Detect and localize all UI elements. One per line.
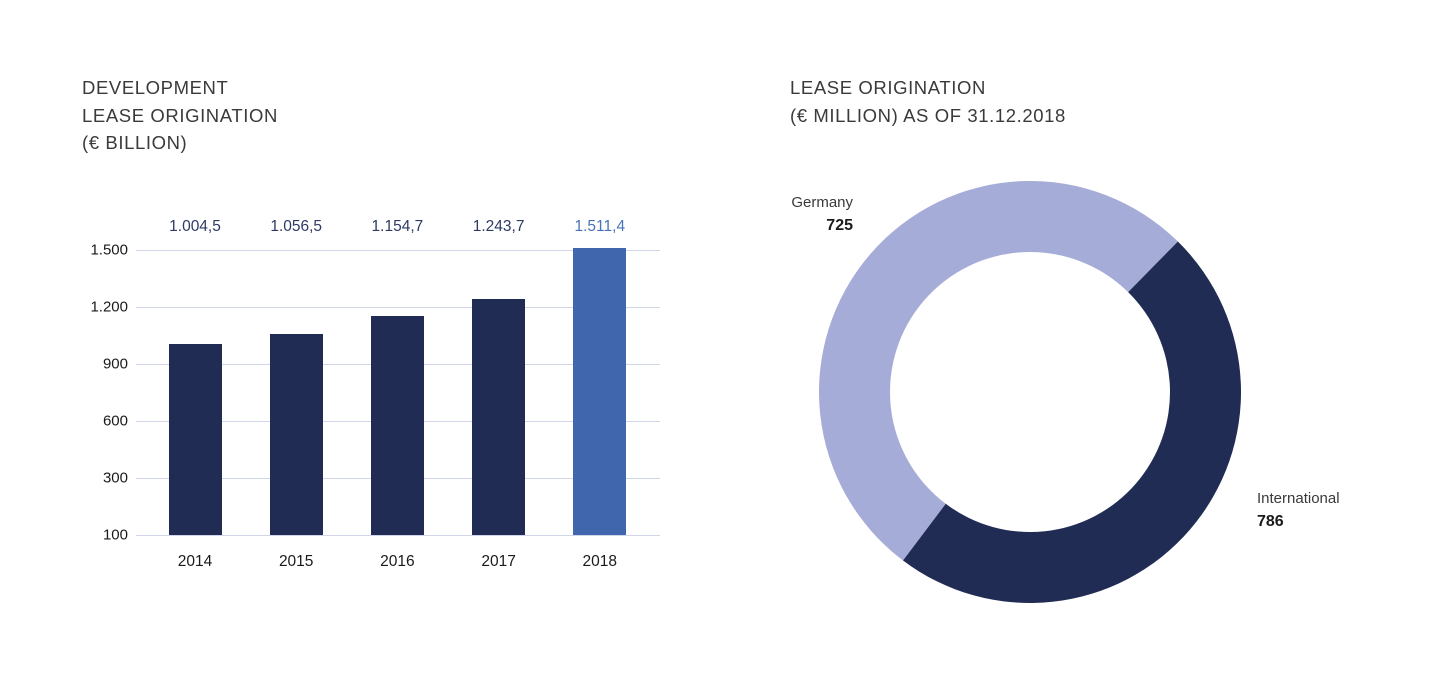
- gridline-1.200: [136, 307, 660, 308]
- donut-segment-germany: [819, 181, 1178, 561]
- bar-chart-title: DEVELOPMENT LEASE ORIGINATION (€ BILLION…: [82, 74, 278, 157]
- y-axis-tick-100: 100: [102, 526, 128, 544]
- bar-value-2018: 1.511,4: [574, 218, 626, 235]
- bar-value-2017: 1.243,7: [472, 218, 525, 235]
- donut-label-international-value: 786: [1257, 512, 1284, 530]
- bar-value-2014: 1.004,5: [169, 218, 221, 235]
- gridline-100: [136, 535, 660, 536]
- bar-value-2016: 1.154,7: [371, 218, 424, 235]
- donut-segment-international: [903, 241, 1241, 603]
- bar-chart-title-line-3: (€ BILLION): [82, 132, 188, 153]
- donut-label-germany: Germany 725: [713, 192, 853, 237]
- donut-label-germany-value: 725: [826, 216, 853, 234]
- y-axis-tick-600: 600: [102, 412, 128, 430]
- bar-2018: [573, 247, 627, 535]
- donut-chart-title-line-2: (€ MILLION) AS OF 31.12.2018: [790, 104, 1066, 126]
- gridline-1.500: [136, 250, 660, 251]
- bar-value-2015: 1.056,5: [270, 218, 323, 235]
- donut-chart-title: LEASE ORIGINATION (€ MILLION) AS OF 31.1…: [790, 74, 1066, 129]
- donut-chart: [819, 181, 1241, 603]
- y-axis-tick-300: 300: [102, 469, 128, 487]
- y-axis-tick-1.500: 1.500: [90, 241, 128, 259]
- bar-chart-title-line-2: LEASE ORIGINATION: [82, 104, 278, 126]
- bar-2014: [168, 344, 222, 535]
- bar-chart-title-line-1: DEVELOPMENT: [82, 77, 229, 98]
- x-axis-label-2014: 2014: [177, 553, 213, 570]
- y-axis-tick-1.200: 1.200: [90, 298, 128, 316]
- x-axis-label-2018: 2018: [582, 553, 618, 570]
- y-axis-tick-900: 900: [102, 355, 128, 373]
- x-axis-label-2015: 2015: [278, 553, 314, 570]
- bar-2017: [472, 298, 526, 535]
- donut-label-international: International 786: [1257, 488, 1417, 533]
- donut-label-germany-name: Germany: [791, 194, 853, 211]
- donut-label-international-name: International: [1257, 490, 1340, 507]
- x-axis-label-2016: 2016: [380, 553, 415, 570]
- donut-chart-title-line-1: LEASE ORIGINATION: [790, 77, 986, 98]
- bar-2016: [370, 315, 424, 535]
- bar-2015: [269, 334, 323, 535]
- x-axis-label-2017: 2017: [481, 553, 516, 570]
